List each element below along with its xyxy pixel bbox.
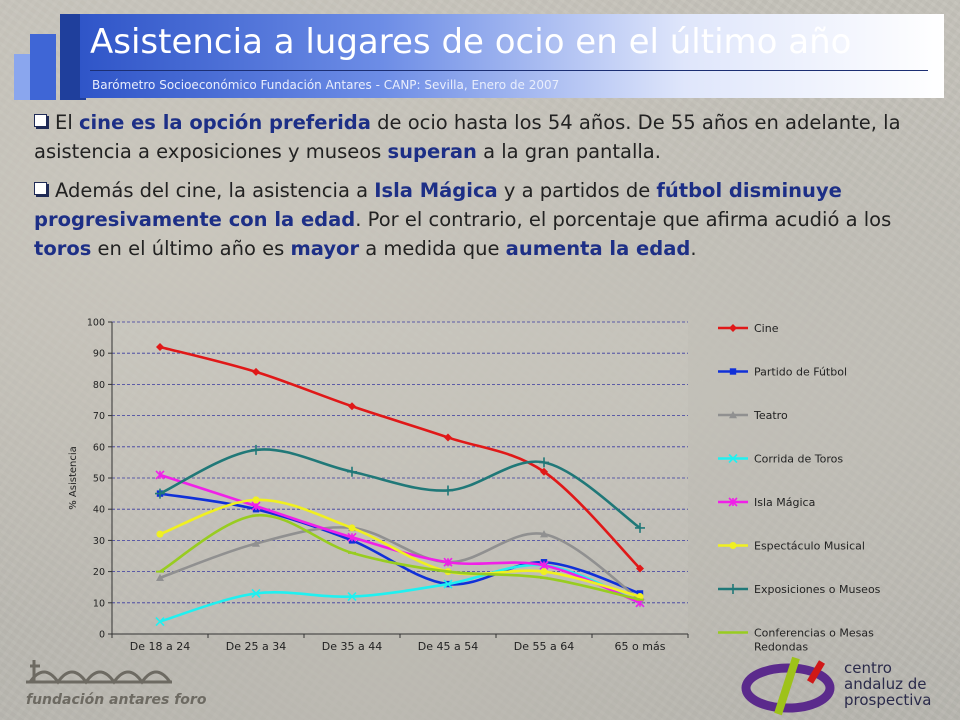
bullet-text: en el último año es xyxy=(91,237,291,260)
legend-label: Teatro xyxy=(753,409,788,422)
legend-label: Isla Mágica xyxy=(754,496,815,509)
cap-logo-icon xyxy=(741,656,835,716)
bullet-text: . xyxy=(690,237,697,260)
legend-label: Exposiciones o Museos xyxy=(754,583,881,596)
y-axis-label: % Asistencia xyxy=(68,446,79,510)
data-point xyxy=(156,573,164,582)
data-point xyxy=(636,564,644,573)
legend-swatch-marker xyxy=(728,497,738,507)
data-point xyxy=(252,367,260,376)
x-tick-label: De 55 a 64 xyxy=(514,640,574,653)
y-tick-label: 30 xyxy=(93,536,105,547)
bullet-text: . Por el contrario, el porcentaje que af… xyxy=(355,208,892,231)
data-point xyxy=(251,588,261,599)
data-point xyxy=(348,524,356,532)
foundation-logo-text: fundación antares foro xyxy=(26,692,207,708)
data-point xyxy=(155,488,165,499)
line-chart: 0 10 20 30 40 50 60 70 80 90 100 De 18 a 24 De 25 a … xyxy=(68,318,881,654)
y-tick-label: 50 xyxy=(93,474,105,485)
y-tick-label: 80 xyxy=(93,380,105,391)
series-line-7 xyxy=(159,514,641,601)
x-tick-label: De 45 a 54 xyxy=(418,640,478,653)
data-point xyxy=(540,530,548,538)
data-point xyxy=(347,591,357,602)
legend-label: Corrida de Toros xyxy=(754,453,843,466)
y-tick-label: 60 xyxy=(93,442,105,453)
x-tick-label: 65 o más xyxy=(615,640,666,653)
cap-logo: centro andaluz de prospectiva xyxy=(738,656,948,716)
x-tick-label: De 18 a 24 xyxy=(130,640,190,653)
legend-swatch-marker xyxy=(728,584,738,594)
bullet-text: a medida que xyxy=(359,237,506,260)
y-tick-label: 20 xyxy=(93,567,105,578)
series-line-2 xyxy=(159,526,641,601)
title-logo-blocks xyxy=(14,14,86,100)
data-point xyxy=(251,444,261,455)
bullet-text: El xyxy=(55,111,79,134)
y-tick-label: 100 xyxy=(87,318,105,329)
data-point xyxy=(348,402,356,411)
x-tick-label: De 35 a 44 xyxy=(322,640,382,653)
data-point xyxy=(156,530,164,538)
data-point xyxy=(347,466,357,477)
bullet-bold-text: Isla Mágica xyxy=(374,179,498,202)
bullet-text: Además del cine, la asistencia a xyxy=(55,179,375,202)
data-point xyxy=(156,342,164,351)
bullet-bold-text: aumenta la edad xyxy=(505,237,691,260)
data-point xyxy=(444,433,452,442)
bullet-bold-text: cine es la opción preferida xyxy=(78,111,371,134)
data-point xyxy=(443,485,453,496)
bullet-bold-text: mayor xyxy=(290,237,360,260)
data-point xyxy=(635,522,645,533)
legend-swatch-marker xyxy=(729,542,737,549)
y-tick-label: 90 xyxy=(93,349,105,360)
legend-label: Partido de Fútbol xyxy=(754,366,847,379)
bullet-item: Además del cine, la asistencia a Isla Má… xyxy=(34,176,934,263)
bullet-square-icon xyxy=(34,114,47,127)
cap-logo-text: centro andaluz de prospectiva xyxy=(844,659,932,709)
legend-label: Cine xyxy=(754,322,779,335)
series-line-5 xyxy=(159,498,641,598)
title-rule xyxy=(90,70,928,71)
data-point xyxy=(443,557,453,567)
bullet-text: a la gran pantalla. xyxy=(476,140,661,163)
bullet-square-icon xyxy=(34,182,47,195)
bullet-text: y a partidos de xyxy=(497,179,657,202)
data-point xyxy=(252,539,260,547)
bullet-bold-text: superan xyxy=(387,140,477,163)
bullet-bold-text: toros xyxy=(34,237,92,260)
data-point xyxy=(540,568,548,576)
page-subtitle: Barómetro Socioeconómico Fundación Antar… xyxy=(92,78,560,92)
legend-label: Conferencias o Mesas Redondas xyxy=(754,627,874,654)
bullet-list: El cine es la opción preferida de ocio h… xyxy=(34,108,934,273)
data-point xyxy=(539,457,549,468)
foundation-logo: fundación antares foro xyxy=(20,652,206,714)
data-point xyxy=(251,501,261,511)
data-point xyxy=(252,496,260,504)
bridge-logo-icon xyxy=(26,660,172,685)
bullet-item: El cine es la opción preferida de ocio h… xyxy=(34,108,934,166)
legend-swatch-marker xyxy=(728,453,738,464)
data-point xyxy=(347,532,357,542)
title-bar xyxy=(80,14,944,98)
page-title: Asistencia a lugares de ocio en el últim… xyxy=(90,22,852,62)
data-point xyxy=(155,470,165,480)
y-tick-label: 40 xyxy=(93,505,105,516)
y-tick-label: 0 xyxy=(99,630,105,641)
bullet-text: de ocio hasta los 54 años. De 55 años en… xyxy=(34,111,901,163)
data-point xyxy=(540,467,548,476)
data-point xyxy=(539,560,549,570)
x-tick-label: De 25 a 34 xyxy=(226,640,286,653)
legend-label: Espectáculo Musical xyxy=(754,540,865,553)
data-point xyxy=(443,579,453,589)
y-tick-label: 70 xyxy=(93,411,105,422)
legend-swatch-marker xyxy=(729,368,737,375)
bullet-bold-text: fútbol disminuye progresivamente con la … xyxy=(34,179,842,231)
legend-swatch-marker xyxy=(729,324,737,332)
legend-swatch-marker xyxy=(729,411,737,419)
data-point xyxy=(155,616,165,627)
series-line-6 xyxy=(159,448,641,529)
y-tick-label: 10 xyxy=(93,598,105,609)
